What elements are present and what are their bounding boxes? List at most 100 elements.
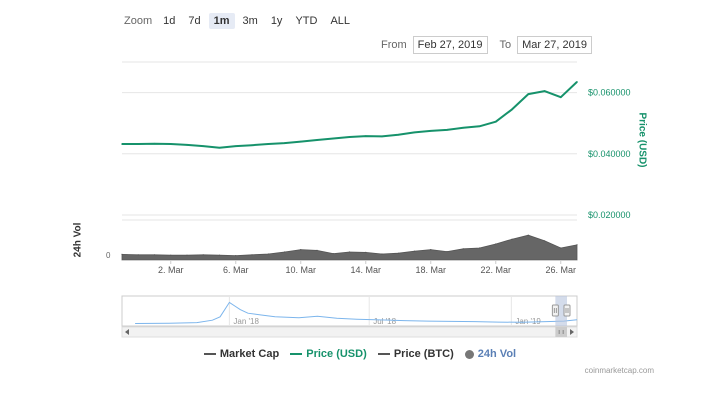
navigator-tick-label: Jul '18 [373, 317, 396, 326]
scrollbar-track [121, 326, 578, 338]
price-tick-label: $0.060000 [588, 88, 631, 98]
volume-point [218, 254, 221, 256]
volume-point [413, 250, 416, 252]
legend-circle-icon [464, 349, 474, 359]
price-point [576, 81, 578, 83]
zoom-label: Zoom [124, 15, 153, 27]
x-tick-label: 26. Mar [545, 265, 576, 275]
x-tick-label: 14. Mar [350, 265, 381, 275]
credits[interactable]: coinmarketcap.com [584, 366, 654, 375]
volume-point [186, 254, 188, 256]
volume-point [251, 254, 253, 256]
legend-label: Market Cap [219, 348, 280, 360]
legend-item-price-usd[interactable]: Price (USD) [290, 348, 367, 360]
zoom-button-all[interactable]: ALL [330, 15, 351, 27]
price-point [218, 146, 221, 149]
scrollbar-left-arrow-icon [125, 329, 129, 335]
scrollbar-right-arrow-icon [570, 329, 574, 335]
price-point [137, 143, 140, 145]
volume-plot: 0 [106, 234, 578, 261]
x-tick-label: 6. Mar [223, 265, 249, 275]
range-selector: Zoom 1d 7d 1m 3m 1y YTD ALL [124, 12, 358, 30]
x-axis: 2. Mar 6. Mar 10. Mar 14. Mar 18. Mar 22. Mar… [122, 260, 577, 275]
legend-label: Price (USD) [306, 348, 367, 360]
price-point [153, 142, 156, 145]
navigator-tick-label: Jan '18 [233, 317, 259, 326]
zoom-button-1m[interactable]: 1m [208, 13, 235, 29]
volume-point [332, 253, 334, 255]
volume-point [365, 251, 367, 253]
volume-point [560, 247, 562, 249]
volume-point [283, 251, 286, 253]
volume-area [121, 234, 578, 261]
volume-point [446, 251, 448, 253]
price-point [267, 143, 270, 145]
price-axis-title: Price (USD) [636, 112, 648, 168]
price-point [446, 129, 448, 131]
legend-line-icon [377, 353, 390, 356]
price-tick-label: $0.020000 [588, 210, 631, 220]
zoom-button-3m[interactable]: 3m [242, 15, 258, 27]
price-point [169, 143, 172, 145]
price-point [478, 125, 481, 128]
price-point [348, 136, 351, 138]
price-point [283, 142, 286, 144]
price-plot: $0.020000 $0.040000 $0.060000 [121, 81, 631, 220]
volume-point [430, 249, 432, 251]
price-point [234, 145, 237, 147]
volume-tick-label: 0 [106, 251, 111, 260]
price-point [397, 134, 400, 136]
legend: Market Cap Price (USD) Price (BTC) 24h V… [0, 348, 720, 360]
volume-point [153, 254, 156, 256]
price-point [121, 143, 123, 145]
price-point [462, 126, 465, 129]
price-point [527, 93, 530, 95]
volume-point [478, 247, 481, 249]
legend-item-market-cap[interactable]: Market Cap [203, 348, 280, 360]
navigator-left-handle [551, 304, 559, 317]
price-point [494, 120, 497, 123]
legend-line-icon [203, 353, 216, 356]
navigator-line [135, 301, 578, 324]
volume-point [170, 254, 172, 256]
price-point [251, 144, 253, 147]
volume-point [543, 240, 546, 242]
volume-point [121, 253, 123, 255]
x-tick-label: 2. Mar [158, 265, 184, 275]
volume-axis-title: 24h Vol [72, 222, 84, 258]
legend-item-price-btc[interactable]: Price (BTC) [377, 348, 454, 360]
volume-point [397, 252, 399, 254]
volume-point [202, 254, 204, 256]
zoom-button-1d[interactable]: 1d [163, 15, 176, 27]
price-point [559, 96, 562, 98]
date-range: From Feb 27, 2019 To Mar 27, 2019 [381, 35, 592, 55]
volume-point [462, 248, 464, 250]
navigator: Jan '18 Jul '18 Jan '19 [121, 295, 578, 338]
volume-point [316, 249, 318, 251]
zoom-button-1y[interactable]: 1y [270, 15, 283, 27]
price-point [202, 145, 205, 147]
x-tick-label: 22. Mar [480, 265, 511, 275]
volume-point [511, 238, 513, 240]
from-date-input[interactable]: Feb 27, 2019 [412, 36, 488, 54]
to-label: To [499, 39, 512, 51]
legend-line-icon [290, 353, 303, 356]
volume-point [527, 234, 529, 236]
price-point [543, 90, 546, 92]
scrollbar-thumb [555, 327, 567, 337]
volume-point [267, 253, 269, 255]
price-tick-label: $0.040000 [588, 149, 631, 159]
volume-point [235, 255, 237, 257]
legend-item-24h-vol[interactable]: 24h Vol [464, 348, 516, 360]
navigator-selection [555, 296, 567, 326]
volume-point [576, 244, 578, 246]
to-date-input[interactable]: Mar 27, 2019 [517, 36, 592, 54]
price-point [332, 137, 335, 140]
zoom-button-7d[interactable]: 7d [188, 15, 201, 27]
navigator-tick-label: Jan '19 [515, 317, 541, 326]
volume-point [348, 251, 351, 253]
price-point [381, 135, 383, 138]
x-tick-label: 10. Mar [285, 265, 316, 275]
zoom-button-ytd[interactable]: YTD [295, 15, 318, 27]
